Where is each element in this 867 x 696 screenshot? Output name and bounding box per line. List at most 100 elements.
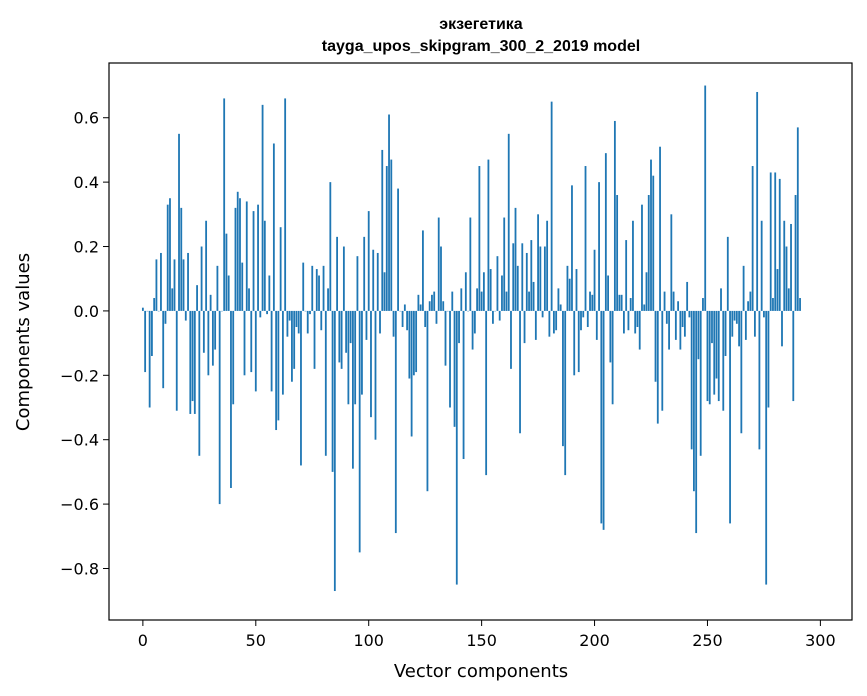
bar-270 — [751, 166, 754, 311]
bar-164 — [512, 243, 515, 311]
bar-47 — [248, 288, 250, 311]
y-tick-label: −0.8 — [60, 559, 99, 578]
bar-258 — [724, 310, 727, 356]
bar-110 — [390, 159, 393, 311]
bar-68 — [295, 310, 298, 328]
bar-250 — [706, 310, 709, 402]
bar-124 — [422, 230, 424, 311]
bar-154 — [489, 269, 492, 311]
y-tick-label: 0.2 — [74, 238, 99, 257]
bar-215 — [627, 310, 630, 331]
bar-195 — [582, 310, 585, 318]
bar-101 — [370, 310, 372, 418]
bar-274 — [760, 220, 763, 311]
bar-81 — [324, 310, 327, 456]
bar-137 — [451, 291, 454, 311]
x-axis-ticks: 0 50 100 150 200 250 300 — [138, 620, 836, 650]
bar-289 — [794, 195, 797, 311]
bar-126 — [426, 310, 429, 492]
bar-51 — [257, 204, 259, 311]
bar-49 — [252, 211, 255, 311]
bar-69 — [297, 310, 300, 334]
bar-237 — [677, 301, 680, 311]
bar-117 — [406, 310, 409, 331]
bar-211 — [618, 294, 621, 311]
bar-70 — [300, 310, 302, 466]
bar-171 — [528, 291, 530, 311]
bar-71 — [302, 262, 305, 311]
bar-91 — [347, 310, 350, 405]
bar-194 — [580, 310, 582, 331]
bar-167 — [519, 310, 521, 434]
bar-90 — [345, 310, 348, 353]
bar-198 — [589, 291, 591, 311]
bar-234 — [670, 214, 673, 311]
bar-210 — [616, 195, 619, 311]
bar-267 — [744, 310, 747, 340]
chart-title-line2: tayga_upos_skipgram_300_2_2019 model — [322, 38, 640, 55]
bar-247 — [699, 310, 702, 456]
bar-265 — [740, 310, 743, 434]
bar-0 — [141, 307, 144, 311]
bar-3 — [148, 310, 151, 408]
bar-161 — [505, 291, 508, 311]
bar-87 — [338, 310, 341, 363]
bar-63 — [284, 98, 287, 311]
bar-52 — [259, 310, 262, 318]
bar-201 — [595, 310, 598, 340]
bar-160 — [503, 217, 506, 311]
x-tick-label: 150 — [466, 631, 497, 650]
bar-48 — [250, 310, 253, 373]
bar-168 — [521, 243, 524, 311]
bar-278 — [769, 172, 772, 311]
bar-231 — [663, 291, 666, 311]
bar-27 — [202, 310, 205, 353]
bar-77 — [315, 269, 318, 311]
bar-108 — [385, 166, 388, 311]
x-tick-label: 250 — [692, 631, 723, 650]
bar-189 — [568, 278, 571, 311]
bar-232 — [665, 310, 668, 324]
bar-60 — [277, 310, 280, 421]
bar-116 — [403, 304, 406, 311]
bar-141 — [460, 288, 463, 311]
bar-228 — [656, 310, 659, 424]
bar-243 — [690, 310, 693, 450]
x-tick-label: 100 — [353, 631, 384, 650]
bar-254 — [715, 310, 718, 379]
bar-255 — [717, 310, 720, 402]
bar-33 — [216, 265, 219, 311]
bar-75 — [311, 265, 314, 311]
bar-39 — [230, 310, 232, 488]
bar-8 — [160, 252, 162, 311]
bar-222 — [643, 304, 646, 311]
bar-220 — [638, 310, 641, 350]
bar-291 — [799, 298, 801, 311]
bar-207 — [609, 310, 612, 363]
bar-100 — [367, 211, 370, 311]
bar-153 — [487, 159, 490, 311]
bar-22 — [191, 310, 194, 402]
bar-177 — [541, 310, 544, 318]
bar-176 — [539, 246, 542, 311]
bar-253 — [713, 310, 716, 395]
bar-146 — [471, 310, 474, 350]
bar-16 — [178, 133, 180, 311]
bar-191 — [573, 310, 576, 376]
bar-268 — [747, 301, 750, 311]
bar-287 — [790, 223, 792, 311]
bar-284 — [783, 220, 786, 311]
bar-46 — [245, 201, 248, 311]
bar-283 — [781, 310, 783, 347]
bar-54 — [263, 220, 266, 311]
bar-15 — [175, 310, 178, 411]
bar-218 — [634, 310, 637, 334]
bar-186 — [562, 310, 564, 447]
bar-113 — [397, 188, 399, 311]
bar-121 — [415, 310, 418, 373]
bar-6 — [155, 259, 158, 311]
bar-45 — [243, 310, 246, 376]
bar-203 — [600, 310, 603, 524]
axes-frame — [108, 62, 853, 621]
